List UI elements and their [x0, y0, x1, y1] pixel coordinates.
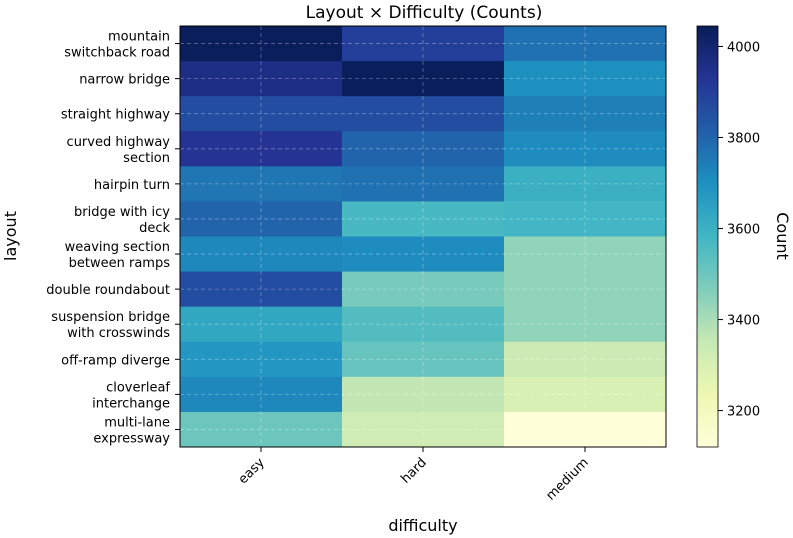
heatmap-cell — [180, 201, 343, 237]
y-tick-label: double roundabout — [46, 283, 170, 298]
x-axis: easy hard medium — [236, 447, 592, 504]
colorbar-tick-label: 3400 — [727, 314, 760, 329]
colorbar-label: Count — [773, 212, 792, 260]
y-tick-label: suspension bridge with crosswinds — [51, 310, 170, 341]
heatmap-cell — [180, 96, 343, 132]
x-tick-label: medium — [543, 455, 591, 503]
heatmap-cell — [180, 236, 343, 273]
y-axis-label: layout — [1, 211, 20, 261]
heatmap-cell — [504, 131, 667, 167]
heatmap-cell — [504, 61, 667, 97]
heatmap-cell — [180, 131, 343, 167]
heatmap-cell — [342, 411, 505, 448]
colorbar-tick-label: 3600 — [727, 223, 760, 238]
colorbar — [696, 25, 719, 448]
heatmap-cell — [504, 96, 667, 132]
y-tick-label: hairpin turn — [94, 178, 170, 193]
heatmap-cell — [180, 271, 343, 308]
heatmap-cell — [504, 376, 667, 413]
heatmap-cell — [504, 26, 667, 62]
y-tick-label: cloverleaf interchange — [92, 380, 170, 411]
colorbar-tick-label: 4000 — [727, 40, 760, 55]
x-tick-label: easy — [236, 455, 268, 487]
x-axis-label: difficulty — [388, 516, 457, 535]
heatmap-cell — [342, 376, 505, 413]
heatmap-cell — [342, 201, 505, 237]
y-tick-label: straight highway — [61, 108, 170, 123]
heatmap-cell — [504, 271, 667, 308]
x-tick-label: hard — [398, 455, 430, 487]
heatmap-cell — [504, 411, 667, 448]
grid-lines — [180, 26, 666, 447]
heatmap-cell — [504, 201, 667, 237]
colorbar-tick-label: 3200 — [727, 405, 760, 420]
heatmap-cell — [342, 26, 505, 62]
y-tick-label: mountain switchback road — [64, 30, 170, 61]
heatmap-cell — [342, 96, 505, 132]
y-tick-label: narrow bridge — [79, 73, 170, 88]
heatmap-cell — [180, 61, 343, 97]
heatmap-cell — [342, 236, 505, 273]
y-tick-label: curved highway section — [67, 135, 171, 166]
heatmap-cell — [504, 341, 667, 378]
heatmap-cell — [180, 306, 343, 343]
heatmap-cell — [180, 341, 343, 378]
heatmap-cell — [342, 271, 505, 308]
chart-title: Layout × Difficulty (Counts) — [306, 3, 543, 23]
heatmap-cell — [504, 166, 667, 202]
heatmap-cell — [180, 26, 343, 62]
y-tick-label: off-ramp diverge — [61, 353, 170, 368]
heatmap-cell — [180, 166, 343, 202]
y-tick-label: bridge with icy deck — [74, 205, 170, 236]
heatmap-cell — [342, 61, 505, 97]
y-tick-label: weaving section between ramps — [65, 240, 171, 271]
heatmap-cell — [342, 131, 505, 167]
heatmap-cell — [180, 376, 343, 413]
colorbar-tick-label: 3800 — [727, 132, 760, 147]
y-tick-label: multi-lane expressway — [93, 415, 170, 446]
heatmap-cell — [342, 341, 505, 378]
heatmap-cell — [342, 166, 505, 202]
heatmap-cell — [342, 306, 505, 343]
heatmap-cell — [504, 306, 667, 343]
colorbar-axis: 3200 3400 3600 3800 4000 — [718, 40, 760, 420]
heatmap-cell — [180, 411, 343, 448]
heatmap-cells — [180, 26, 667, 448]
y-axis: mountain switchback road narrow bridge stra… — [46, 30, 180, 446]
heatmap-cell — [504, 236, 667, 273]
